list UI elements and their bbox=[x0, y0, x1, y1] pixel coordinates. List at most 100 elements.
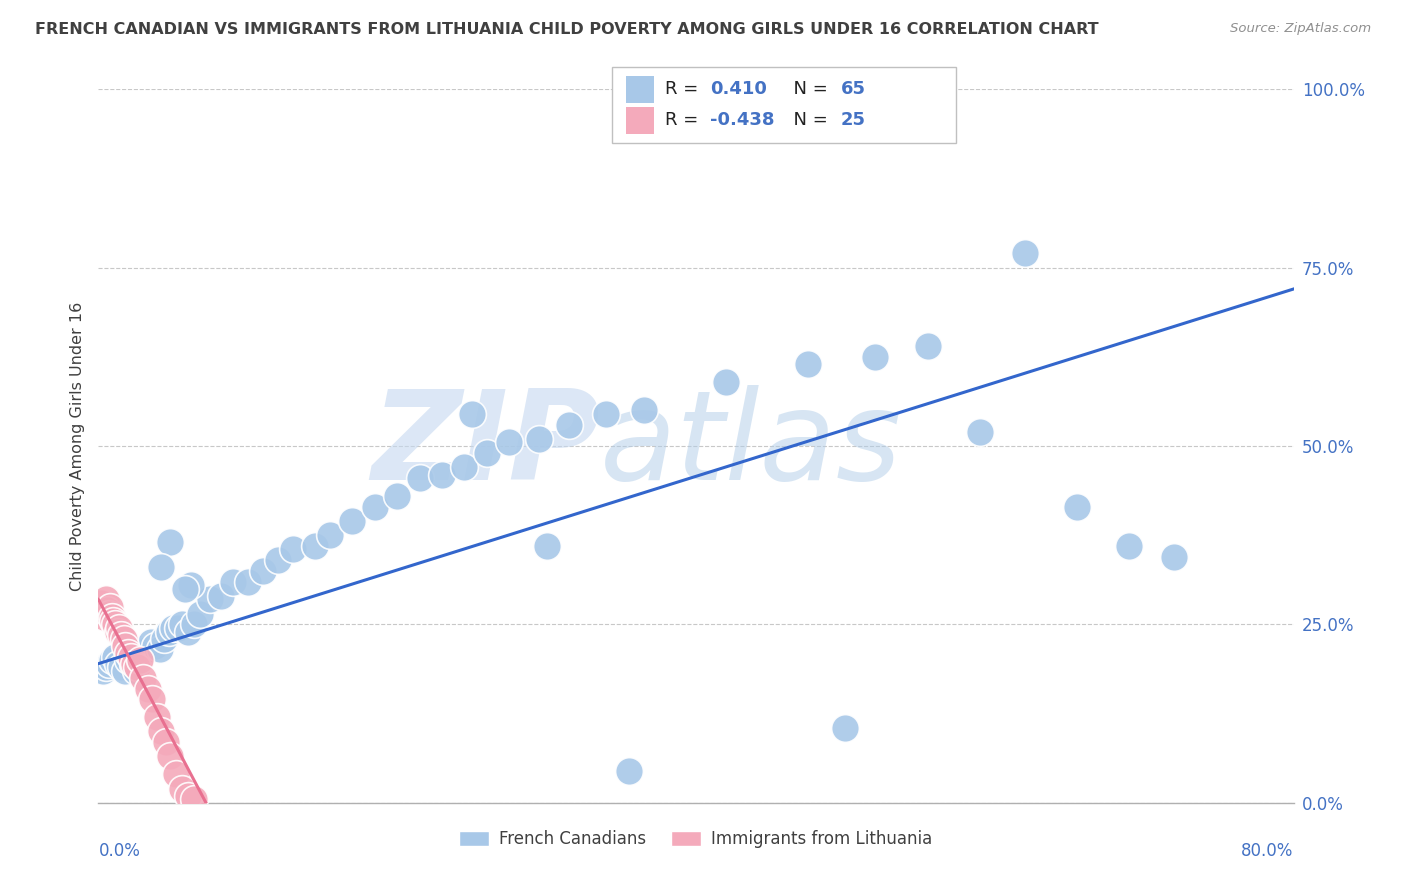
Point bbox=[188, 607, 211, 621]
Point bbox=[162, 621, 184, 635]
Point bbox=[145, 710, 167, 724]
Point bbox=[97, 607, 120, 621]
Point bbox=[121, 657, 143, 671]
Point bbox=[183, 617, 205, 632]
Point bbox=[172, 617, 194, 632]
Point bbox=[149, 642, 172, 657]
Point bbox=[117, 646, 139, 660]
Point bbox=[129, 653, 152, 667]
Point bbox=[107, 624, 129, 639]
Point bbox=[461, 407, 484, 421]
Text: 65: 65 bbox=[841, 80, 866, 98]
Point bbox=[633, 403, 655, 417]
Point bbox=[91, 664, 114, 678]
Point bbox=[107, 657, 129, 671]
Point bbox=[155, 735, 177, 749]
Point bbox=[177, 789, 200, 803]
Point bbox=[104, 617, 127, 632]
Point bbox=[558, 417, 581, 432]
Point bbox=[129, 642, 152, 657]
Text: 25: 25 bbox=[841, 112, 866, 129]
Point bbox=[527, 432, 550, 446]
Point bbox=[236, 574, 259, 589]
Point bbox=[132, 646, 155, 660]
Point bbox=[114, 639, 136, 653]
Point bbox=[969, 425, 991, 439]
Point bbox=[640, 114, 662, 128]
Text: R =: R = bbox=[665, 112, 704, 129]
Point bbox=[797, 357, 820, 371]
Point bbox=[1066, 500, 1088, 514]
Point bbox=[124, 657, 146, 671]
Point bbox=[714, 375, 737, 389]
Text: 0.0%: 0.0% bbox=[98, 842, 141, 860]
Point bbox=[136, 681, 159, 696]
Point bbox=[94, 660, 117, 674]
Point bbox=[150, 560, 173, 574]
Text: Source: ZipAtlas.com: Source: ZipAtlas.com bbox=[1230, 22, 1371, 36]
Point bbox=[159, 749, 181, 764]
Point bbox=[475, 446, 498, 460]
Point bbox=[536, 539, 558, 553]
Point bbox=[104, 649, 127, 664]
Point bbox=[1118, 539, 1140, 553]
Point bbox=[153, 632, 176, 646]
Point bbox=[174, 582, 197, 596]
Point bbox=[125, 664, 148, 678]
Point bbox=[93, 610, 115, 624]
Point bbox=[101, 610, 124, 624]
Point bbox=[267, 553, 290, 567]
Point bbox=[90, 596, 112, 610]
Legend: French Canadians, Immigrants from Lithuania: French Canadians, Immigrants from Lithua… bbox=[453, 824, 939, 855]
Point bbox=[252, 564, 274, 578]
Point bbox=[1163, 549, 1185, 564]
Text: -0.438: -0.438 bbox=[710, 112, 775, 129]
Point bbox=[117, 653, 139, 667]
Point bbox=[865, 350, 887, 364]
Point bbox=[281, 542, 304, 557]
Point bbox=[98, 599, 122, 614]
Point bbox=[342, 514, 364, 528]
Point bbox=[166, 621, 188, 635]
Point bbox=[110, 660, 132, 674]
Point bbox=[165, 767, 187, 781]
Point bbox=[157, 624, 180, 639]
Point bbox=[617, 764, 640, 778]
Point bbox=[172, 781, 194, 796]
Point bbox=[917, 339, 939, 353]
Point bbox=[159, 535, 181, 549]
Point bbox=[141, 692, 163, 706]
Point bbox=[430, 467, 453, 482]
Point bbox=[319, 528, 342, 542]
Point bbox=[385, 489, 409, 503]
Point bbox=[222, 574, 245, 589]
Text: 0.410: 0.410 bbox=[710, 80, 766, 98]
Point bbox=[96, 603, 118, 617]
Point bbox=[108, 621, 131, 635]
Point bbox=[112, 632, 135, 646]
Point bbox=[136, 642, 159, 657]
Point bbox=[150, 724, 173, 739]
Point bbox=[120, 649, 142, 664]
Text: R =: R = bbox=[665, 80, 704, 98]
Point bbox=[183, 792, 205, 806]
Text: FRENCH CANADIAN VS IMMIGRANTS FROM LITHUANIA CHILD POVERTY AMONG GIRLS UNDER 16 : FRENCH CANADIAN VS IMMIGRANTS FROM LITHU… bbox=[35, 22, 1098, 37]
Point bbox=[110, 628, 132, 642]
Point bbox=[595, 407, 617, 421]
Y-axis label: Child Poverty Among Girls Under 16: Child Poverty Among Girls Under 16 bbox=[69, 301, 84, 591]
Point bbox=[143, 639, 166, 653]
Point bbox=[127, 660, 149, 674]
Point bbox=[132, 671, 155, 685]
Point bbox=[114, 664, 136, 678]
Point bbox=[655, 103, 678, 118]
Text: N =: N = bbox=[782, 112, 834, 129]
Point bbox=[180, 578, 202, 592]
Text: atlas: atlas bbox=[600, 385, 903, 507]
Text: N =: N = bbox=[782, 80, 834, 98]
Point bbox=[364, 500, 387, 514]
Point bbox=[453, 460, 475, 475]
Point bbox=[97, 657, 120, 671]
Point bbox=[94, 592, 117, 607]
Point bbox=[209, 589, 232, 603]
Point bbox=[103, 614, 125, 628]
